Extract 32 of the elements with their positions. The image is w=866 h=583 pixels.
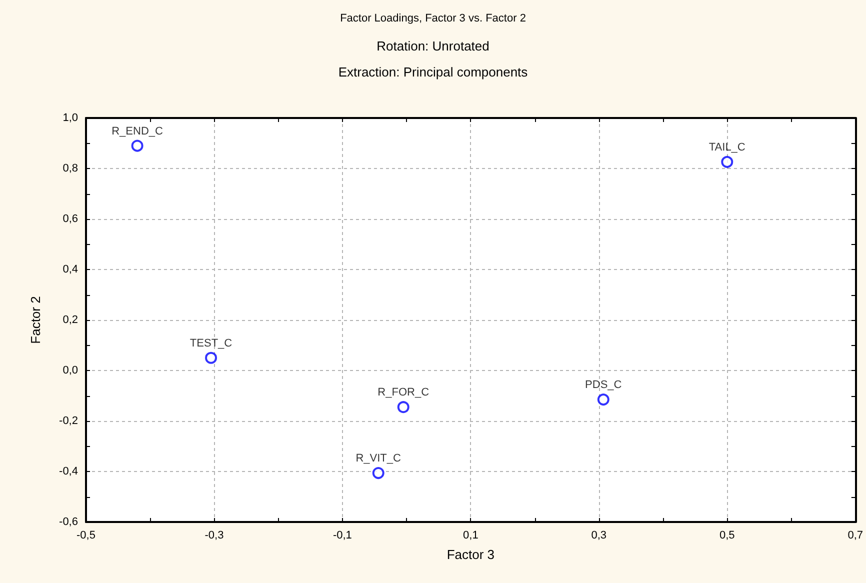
point xyxy=(205,352,218,364)
point xyxy=(597,394,610,406)
point xyxy=(131,140,144,152)
x-tick-label: 0,5 xyxy=(719,530,735,542)
annotation: R_VIT_C xyxy=(356,452,402,465)
y-tick-label: -0,6 xyxy=(59,516,78,528)
y-axis-title: Factor 2 xyxy=(28,296,43,344)
x-tick-label: -0,3 xyxy=(204,530,224,542)
chart-subtitle: Rotation: Unrotated Extraction: Principal components xyxy=(338,38,528,80)
x-tick-label: -0,1 xyxy=(332,530,352,542)
point xyxy=(397,401,410,414)
y-tick-label: 0,0 xyxy=(62,364,78,376)
y-tick-label: 1,0 xyxy=(62,112,78,124)
y-tick-label: -0,4 xyxy=(59,466,78,478)
annotation: R_END_C xyxy=(112,125,164,138)
y-tick-label: 0,2 xyxy=(62,314,78,326)
y-tick-label: 0,4 xyxy=(62,264,78,276)
annotation: PDS_C xyxy=(585,379,622,392)
annotation: R_FOR_C xyxy=(378,386,430,399)
annotation: TAIL_C xyxy=(708,141,746,154)
x-axis-title: Factor 3 xyxy=(446,547,495,562)
x-tick-label: 0,3 xyxy=(591,530,607,542)
x-tick-label: 0,1 xyxy=(463,530,478,542)
y-tick-label: 0,6 xyxy=(62,213,78,225)
y-tick-label: -0,2 xyxy=(59,415,78,427)
x-tick-label: 0,7 xyxy=(848,530,864,542)
annotation: TEST_C xyxy=(190,337,232,350)
point xyxy=(372,467,384,480)
chart-title: Factor Loadings, Factor 3 vs. Factor 2 xyxy=(340,12,526,24)
point xyxy=(721,156,734,168)
x-tick-label: -0,5 xyxy=(76,530,96,542)
y-tick-label: 0,8 xyxy=(62,162,78,174)
